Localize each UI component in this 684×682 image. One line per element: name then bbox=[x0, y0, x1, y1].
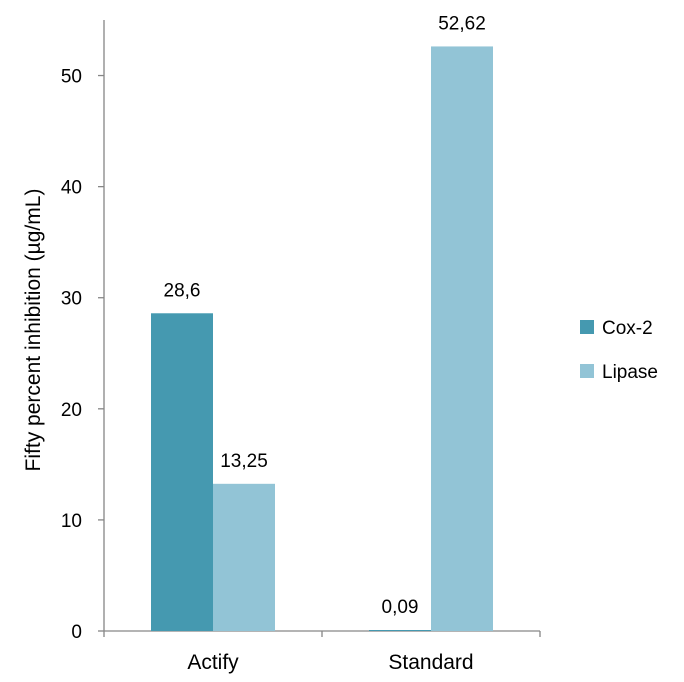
y-tick-label: 30 bbox=[61, 289, 82, 310]
bar-cox-2-actify bbox=[151, 313, 213, 631]
y-axis: 0 10 20 30 40 50 bbox=[61, 20, 105, 643]
data-label: 52,62 bbox=[438, 13, 486, 34]
bar-lipase-actify bbox=[213, 483, 275, 631]
y-tick-label: 0 bbox=[71, 622, 82, 643]
legend-label: Lipase bbox=[602, 362, 658, 383]
x-axis: Actify Standard bbox=[103, 630, 541, 674]
data-label: 28,6 bbox=[164, 280, 201, 301]
data-label: 13,25 bbox=[220, 451, 268, 472]
bars bbox=[151, 46, 493, 631]
x-category-label: Standard bbox=[388, 651, 473, 674]
bar-cox-2-standard bbox=[369, 630, 431, 631]
legend: Cox-2 Lipase bbox=[580, 318, 658, 383]
data-label: 0,09 bbox=[382, 597, 419, 618]
x-category-label: Actify bbox=[187, 651, 239, 674]
y-tick-label: 10 bbox=[61, 511, 82, 532]
data-labels: 28,6 13,25 0,09 52,62 bbox=[164, 13, 486, 618]
legend-label: Cox-2 bbox=[602, 318, 653, 339]
y-tick-label: 40 bbox=[61, 178, 82, 199]
bar-lipase-standard bbox=[431, 46, 493, 631]
legend-swatch bbox=[580, 320, 594, 334]
y-axis-title: Fifty percent inhibition (µg/mL) bbox=[22, 189, 45, 472]
y-tick-label: 50 bbox=[61, 67, 82, 88]
legend-swatch bbox=[580, 364, 594, 378]
y-tick-label: 20 bbox=[61, 400, 82, 421]
